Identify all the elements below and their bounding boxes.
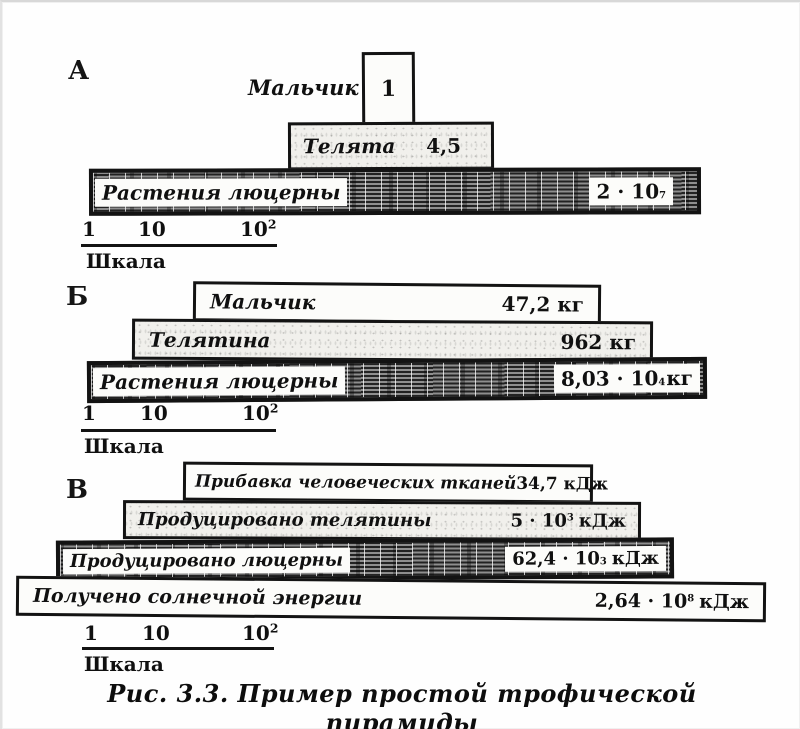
pyramid-v-level2-value-exponent: 3	[566, 512, 574, 524]
pyramid-v-level4-value-exponent: 8	[687, 593, 695, 605]
pyramid-a-level3-label: Растения люцерны	[101, 179, 341, 205]
pyramid-a-level2-bar: Телята 4,5	[287, 121, 495, 171]
pyramid-a-level1-label: Мальчик	[248, 75, 359, 100]
pyramid-v-level4-value-unit: кДж	[699, 590, 750, 614]
scale-b-tick-100: 102	[242, 401, 278, 425]
pyramid-b-letter: Б	[66, 282, 89, 312]
pyramid-a-level3-value-base: 2 · 10	[596, 178, 660, 203]
pyramid-a-letter: А	[68, 56, 90, 86]
pyramid-v-level4-value-base: 2,64 · 10	[594, 589, 688, 613]
pyramid-b-level2-bar: Телятина 962 кг	[131, 318, 654, 363]
pyramid-v-level4-bar: Получено солнечной энергии 2,64 · 108 кДж	[15, 575, 767, 623]
pyramid-b-level3-bar: Растения люцерны 8,03 · 10 4 кг	[86, 356, 708, 404]
scale-a-tick-100: 102	[240, 217, 276, 241]
scale-a-tick-100-base: 10	[240, 217, 268, 241]
scale-v-tick-100-exponent: 2	[269, 620, 279, 636]
scale-v-tick-1: 1	[84, 621, 98, 645]
scale-b-axis-line	[81, 429, 276, 432]
pyramid-b-level2-value: 962 кг	[560, 329, 637, 354]
scale-v-axis-line	[82, 647, 274, 650]
scale-a-tick-100-exponent: 2	[267, 216, 277, 232]
scale-b-tick-100-base: 10	[242, 401, 270, 425]
pyramid-v-level2-bar: Продуцировано телятины 5 · 103 кДж	[122, 500, 642, 541]
pyramid-v-level2-value-unit: кДж	[578, 510, 627, 532]
pyramid-a-level1-value: 1	[380, 75, 397, 102]
pyramid-a-level3-bar: Растения люцерны 2 · 10 7	[88, 167, 702, 216]
pyramid-v-level1-value: 34,7 кДж	[516, 473, 609, 495]
pyramid-b-level3-value-chip: 8,03 · 10 4 кг	[553, 363, 701, 393]
pyramid-b-level1-value: 47,2 кг	[501, 291, 585, 317]
pyramid-v-level4-label: Получено солнечной энергии	[32, 584, 363, 610]
pyramid-b-level3-value-unit: кг	[666, 365, 694, 391]
scale-b-tick-10: 10	[140, 401, 168, 425]
figure-caption: Рис. 3.3. Пример простой трофической пир…	[107, 679, 697, 729]
pyramid-v-level1-bar: Прибавка человеческих тканей 34,7 кДж	[182, 461, 608, 504]
pyramid-v-level4-value: 2,64 · 108 кДж	[595, 590, 749, 613]
pyramid-v-level3-value-chip: 62,4 · 10 3 кДж	[505, 545, 667, 572]
pyramid-v-level2-label: Продуцировано телятины	[137, 509, 432, 532]
pyramid-a-level3-label-chip: Растения люцерны	[94, 177, 348, 207]
pyramid-a-level2-label: Телята	[302, 133, 396, 159]
pyramid-a-level3-value-chip: 2 · 10 7	[589, 176, 674, 205]
pyramid-v-level3-label: Продуцировано люцерны	[69, 549, 344, 572]
pyramid-b-level1-bar: Мальчик 47,2 кг	[192, 281, 602, 325]
pyramid-v-level3-value-base: 62,4 · 10	[512, 547, 600, 570]
pyramid-v-level2-value-base: 5 · 10	[510, 510, 567, 532]
scale-a-tick-10: 10	[138, 217, 166, 241]
pyramid-v-level1-label: Прибавка человеческих тканей	[194, 471, 517, 494]
pyramid-a-level2-value: 4,5	[426, 133, 462, 158]
scale-v-tick-10: 10	[142, 621, 170, 645]
scale-a-tick-1: 1	[82, 217, 96, 241]
pyramid-b-level3-label-chip: Растения люцерны	[92, 366, 346, 397]
scale-v-label: Шкала	[84, 652, 164, 676]
pyramid-v-level3-label-chip: Продуцировано люцерны	[62, 547, 351, 574]
scale-a-axis-line	[81, 244, 277, 247]
scale-v-tick-100: 102	[242, 621, 278, 645]
pyramid-v-level3-value-unit: кДж	[611, 547, 660, 569]
scale-b-tick-100-exponent: 2	[269, 400, 279, 416]
pyramid-v-level3-bar: Продуцировано люцерны 62,4 · 10 3 кДж	[55, 537, 675, 582]
scale-v-tick-100-base: 10	[242, 621, 270, 645]
pyramid-b-level2-label: Телятина	[148, 327, 271, 352]
pyramid-v-letter: В	[66, 475, 88, 505]
pyramid-b-level1-label: Мальчик	[209, 289, 316, 315]
pyramid-b-level3-value-base: 8,03 · 10	[560, 366, 659, 391]
scale-b-label: Шкала	[84, 434, 164, 458]
scale-a-label: Шкала	[86, 249, 166, 273]
pyramid-b-level3-label: Растения люцерны	[99, 368, 339, 395]
scale-b-tick-1: 1	[82, 401, 96, 425]
pyramid-a-level1-bar: 1	[361, 51, 416, 126]
pyramid-v-level2-value: 5 · 103 кДж	[510, 510, 626, 531]
